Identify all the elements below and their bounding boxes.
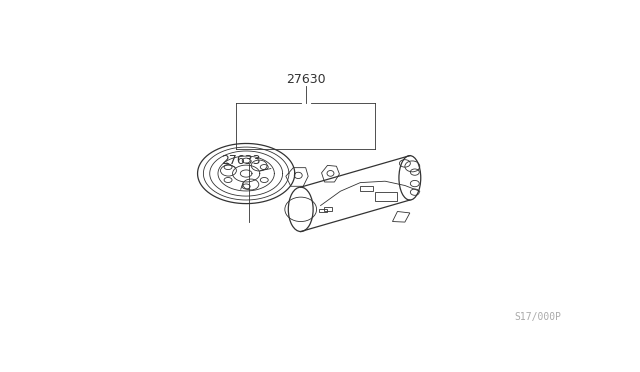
Text: S17/000P: S17/000P [514, 312, 561, 323]
Bar [324, 207, 332, 211]
Bar [319, 209, 327, 212]
Text: 27633: 27633 [221, 154, 261, 167]
Text: 27630: 27630 [286, 73, 326, 86]
